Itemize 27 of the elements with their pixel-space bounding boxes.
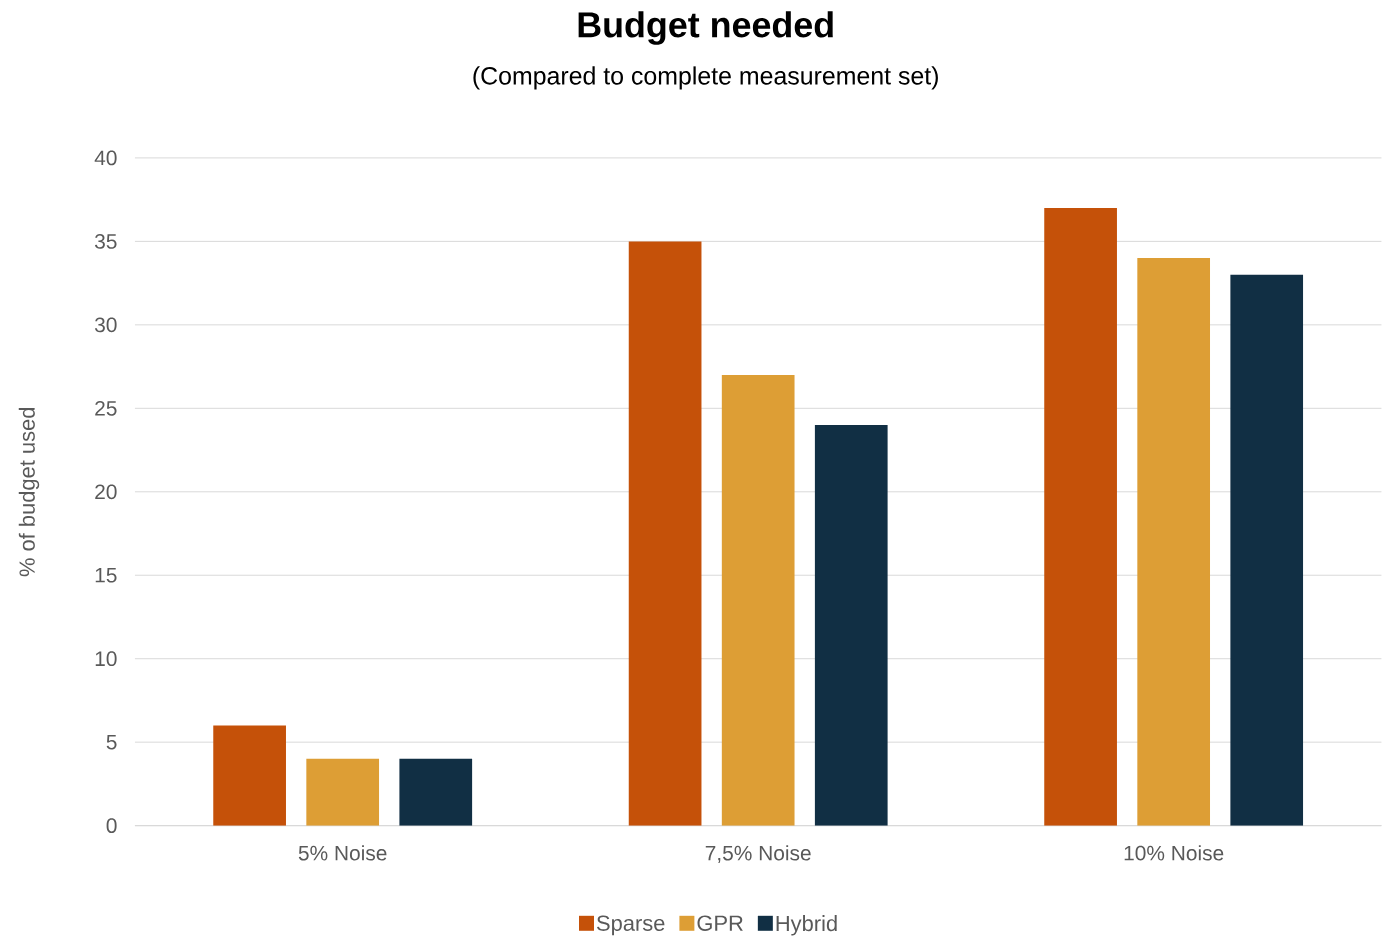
legend-label: Sparse [596,915,665,936]
chart-subtitle: (Compared to complete measurement set) [473,66,938,90]
bar [628,241,702,826]
bar [814,425,888,826]
bar [721,375,795,826]
y-tick-label: 35 [94,234,117,249]
y-tick-label: 5 [106,735,117,750]
y-axis-title: % of budget used [18,408,40,577]
bar [306,759,380,826]
y-tick-label: 30 [94,317,117,333]
bar [213,725,286,826]
bar [1137,258,1211,826]
y-tick-label: 25 [95,401,117,416]
chart-title: Budget needed [578,11,833,45]
x-tick-label: 10% Noise [1124,845,1224,861]
bar [399,759,473,826]
y-tick-label: 15 [95,568,117,583]
y-tick-label: 40 [94,150,117,166]
legend-label: GPR [697,915,743,932]
y-tick-label: 0 [106,818,117,834]
y-tick-label: 20 [95,484,117,500]
bar [1044,208,1117,826]
y-tick-label: 10 [95,651,117,667]
x-tick-label: 5% Noise [298,845,387,861]
bar [1230,274,1304,826]
legend-label: Hybrid [776,915,837,936]
x-tick-label: 7,5% Noise [705,845,811,864]
